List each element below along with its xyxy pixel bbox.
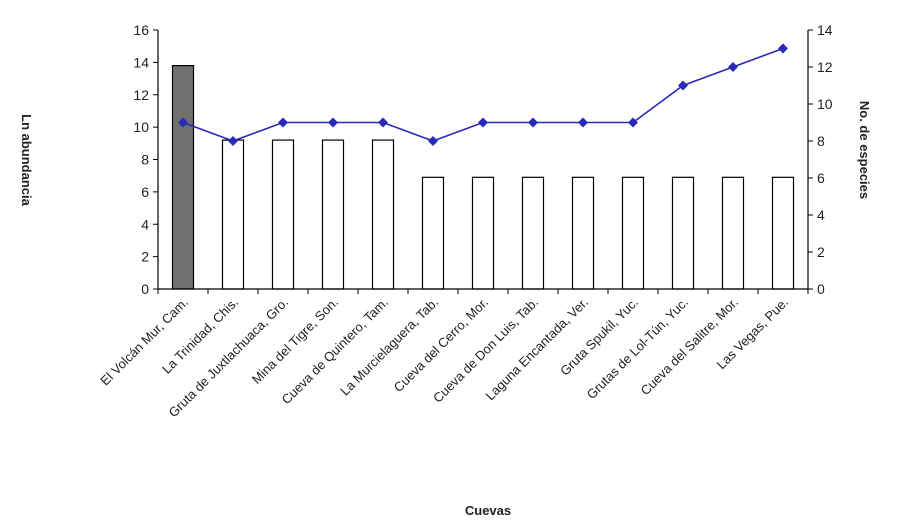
bar — [421, 176, 445, 290]
left-tick-label: 14 — [133, 54, 149, 70]
right-tick-label: 6 — [817, 170, 825, 186]
species-marker — [778, 43, 788, 54]
species-marker — [678, 80, 688, 91]
species-marker — [628, 117, 638, 128]
right-tick-label: 8 — [817, 133, 825, 149]
species-marker — [378, 117, 388, 128]
bars-layer — [171, 65, 795, 290]
species-marker — [178, 117, 188, 128]
right-tick-label: 10 — [817, 96, 833, 112]
left-tick-label: 8 — [141, 152, 149, 168]
bar — [571, 176, 595, 290]
right-tick-label: 2 — [817, 244, 825, 260]
left-tick-label: 0 — [141, 281, 149, 297]
left-axis-title: Ln abundancia — [19, 114, 34, 207]
species-marker — [728, 62, 738, 72]
bar — [321, 139, 345, 290]
species-marker — [428, 136, 438, 146]
species-marker — [528, 117, 538, 128]
left-tick-label: 16 — [133, 22, 149, 38]
bar — [271, 139, 295, 290]
axes-layer: 0 2 4 6 8 10 12 14 16 0 2 4 6 8 10 12 14 — [133, 22, 832, 297]
left-tick-label: 6 — [141, 184, 149, 200]
species-marker — [478, 117, 488, 128]
species-marker — [578, 117, 588, 128]
category-label: La Murcielaguera, Tab. — [337, 295, 441, 399]
left-tick-label: 2 — [141, 249, 149, 265]
category-label: Cueva del Salitre, Mor. — [638, 295, 742, 399]
category-label: Mina del Tigre, Son. — [249, 295, 341, 387]
bar — [471, 176, 495, 290]
bar — [521, 176, 545, 290]
right-tick-label: 4 — [817, 207, 825, 223]
bar — [221, 139, 245, 290]
bar — [671, 176, 695, 290]
labels-layer: El Volcán Mur, Cam.La Trinidad, Chis.Gru… — [97, 295, 791, 421]
left-tick-label: 10 — [133, 119, 149, 135]
x-axis-title: Cuevas — [465, 503, 511, 518]
bar — [371, 139, 395, 290]
category-label: El Volcán Mur, Cam. — [97, 295, 191, 389]
left-tick-label: 12 — [133, 87, 149, 103]
line-layer — [178, 43, 788, 146]
left-tick-label: 4 — [141, 216, 149, 232]
species-marker — [278, 117, 288, 128]
category-label: Cueva del Cerro, Mor. — [391, 295, 492, 396]
species-marker — [228, 136, 238, 146]
right-tick-label: 0 — [817, 281, 825, 297]
bar — [771, 176, 795, 290]
right-tick-label: 14 — [817, 22, 833, 38]
category-label: Grutas de Lol-Tún, Yuc. — [584, 295, 692, 403]
bar — [721, 176, 745, 290]
species-marker — [328, 117, 338, 128]
bar — [171, 65, 195, 290]
right-axis-title: No. de especies — [857, 101, 872, 199]
right-tick-label: 12 — [817, 59, 833, 75]
bar — [621, 176, 645, 290]
